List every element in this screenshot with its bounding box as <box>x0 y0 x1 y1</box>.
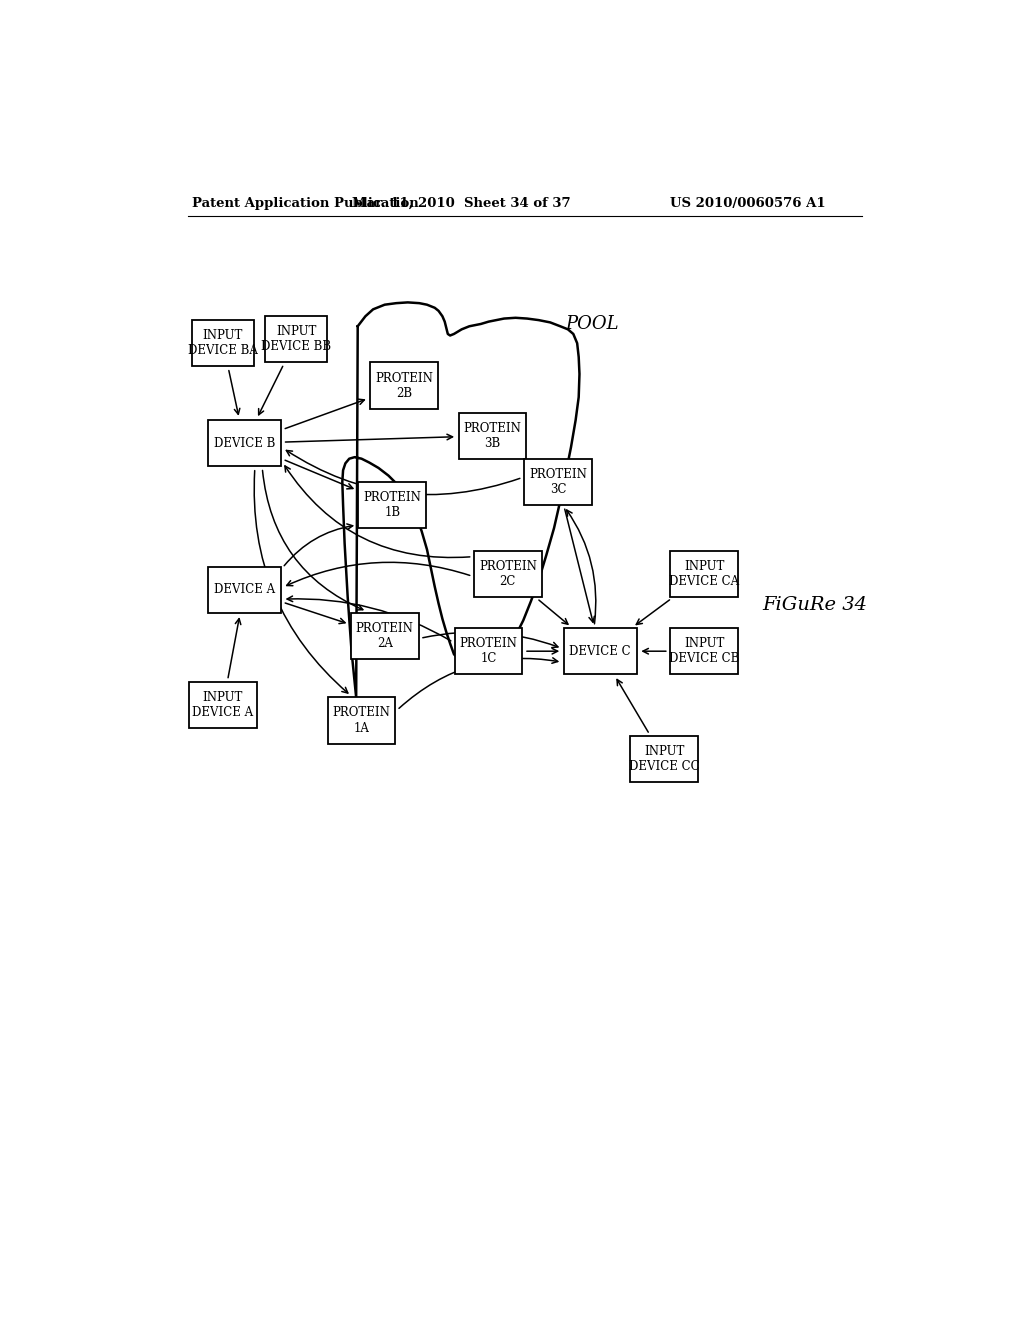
FancyBboxPatch shape <box>631 737 698 781</box>
FancyBboxPatch shape <box>328 697 395 743</box>
FancyBboxPatch shape <box>208 566 282 612</box>
Text: POOL: POOL <box>565 315 620 333</box>
Text: Mar. 11, 2010  Sheet 34 of 37: Mar. 11, 2010 Sheet 34 of 37 <box>352 197 571 210</box>
FancyBboxPatch shape <box>455 628 522 675</box>
Text: PROTEIN
2A: PROTEIN 2A <box>355 622 414 649</box>
FancyBboxPatch shape <box>358 482 426 528</box>
FancyBboxPatch shape <box>265 317 327 363</box>
FancyBboxPatch shape <box>563 628 637 675</box>
FancyBboxPatch shape <box>671 552 738 597</box>
Text: INPUT
DEVICE BA: INPUT DEVICE BA <box>188 329 258 358</box>
Text: DEVICE A: DEVICE A <box>214 583 275 597</box>
Text: PROTEIN
2C: PROTEIN 2C <box>479 560 537 589</box>
Text: PROTEIN
1C: PROTEIN 1C <box>460 638 517 665</box>
Text: PROTEIN
3C: PROTEIN 3C <box>529 467 587 496</box>
FancyBboxPatch shape <box>189 682 257 729</box>
Text: INPUT
DEVICE BB: INPUT DEVICE BB <box>261 325 331 354</box>
Text: PROTEIN
1B: PROTEIN 1B <box>364 491 421 519</box>
FancyBboxPatch shape <box>370 363 438 409</box>
Text: DEVICE B: DEVICE B <box>214 437 275 450</box>
Text: DEVICE C: DEVICE C <box>569 644 631 657</box>
FancyBboxPatch shape <box>474 552 542 597</box>
Text: INPUT
DEVICE CA: INPUT DEVICE CA <box>669 560 739 589</box>
Text: PROTEIN
1A: PROTEIN 1A <box>333 706 390 734</box>
Text: INPUT
DEVICE CC: INPUT DEVICE CC <box>629 744 699 774</box>
FancyBboxPatch shape <box>208 420 282 466</box>
Text: Patent Application Publication: Patent Application Publication <box>193 197 419 210</box>
FancyBboxPatch shape <box>524 459 592 506</box>
FancyBboxPatch shape <box>459 412 526 459</box>
Text: PROTEIN
2B: PROTEIN 2B <box>375 371 433 400</box>
FancyBboxPatch shape <box>351 612 419 659</box>
Text: US 2010/0060576 A1: US 2010/0060576 A1 <box>670 197 825 210</box>
Text: INPUT
DEVICE CB: INPUT DEVICE CB <box>669 638 739 665</box>
Text: FiGuRe 34: FiGuRe 34 <box>762 597 867 614</box>
Text: PROTEIN
3B: PROTEIN 3B <box>464 421 521 450</box>
Text: INPUT
DEVICE A: INPUT DEVICE A <box>193 692 254 719</box>
FancyBboxPatch shape <box>193 321 254 367</box>
FancyBboxPatch shape <box>671 628 738 675</box>
